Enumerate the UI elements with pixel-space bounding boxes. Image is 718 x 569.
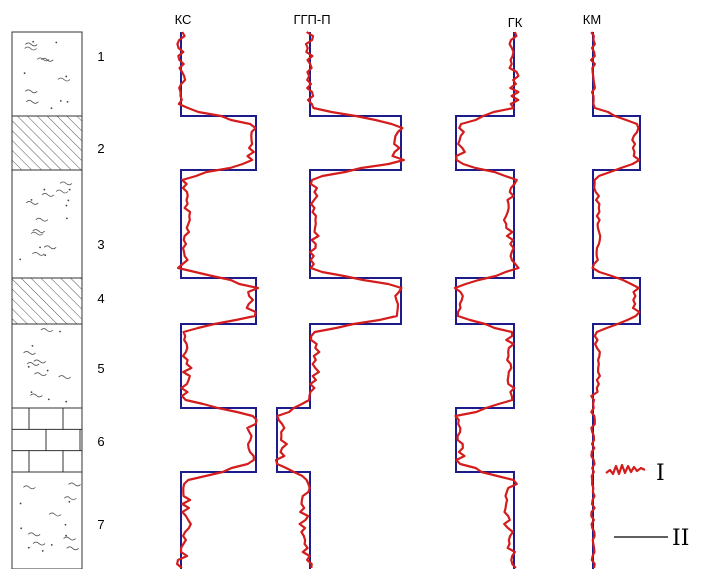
- lithology-column: [11, 31, 83, 569]
- curve-label-km: КМ: [583, 12, 601, 27]
- lithology-layer-1: [11, 31, 83, 117]
- layer-number-4: 4: [97, 291, 104, 306]
- measured-curve-km: [590, 31, 641, 569]
- layer-numbers: 1 2 3 4 5 6 7: [97, 49, 104, 532]
- layer-number-6: 6: [97, 434, 104, 449]
- layer-number-2: 2: [97, 141, 104, 156]
- model-curves: [180, 32, 641, 569]
- lithology-layer-3: [11, 169, 83, 279]
- measured-curve-gk: [453, 31, 520, 569]
- layer-number-7: 7: [97, 517, 104, 532]
- curve-label-ks: КС: [175, 12, 192, 27]
- layer-number-1: 1: [97, 49, 104, 64]
- lithology-layer-7: [11, 471, 83, 569]
- layer-number-3: 3: [97, 237, 104, 252]
- measured-curve-ggp: [274, 31, 405, 569]
- curve-label-gk: ГК: [508, 15, 523, 30]
- curve-headers: КС ГГП-П ГК КМ: [175, 12, 602, 30]
- lithology-layer-6: [11, 407, 83, 473]
- lithology-layer-2: [11, 115, 83, 171]
- measured-curves: [176, 31, 641, 569]
- wavy-line-icon: [605, 463, 646, 476]
- layer-number-5: 5: [97, 361, 104, 376]
- model-curve-gk: [455, 32, 515, 569]
- lithology-layer-5: [11, 323, 83, 409]
- lithology-layer-4: [11, 277, 83, 325]
- curve-label-ggp: ГГП-П: [293, 12, 330, 27]
- legend-label-model: II: [672, 526, 689, 551]
- legend: I II: [605, 461, 689, 551]
- measured-curve-ks: [176, 31, 260, 569]
- legend-label-measured: I: [656, 461, 665, 486]
- model-curve-ks: [180, 32, 257, 569]
